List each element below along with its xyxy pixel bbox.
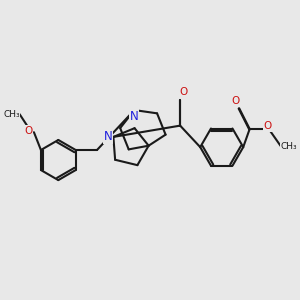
Text: CH₃: CH₃ [3,110,20,119]
Text: O: O [179,87,187,97]
Text: O: O [25,126,33,136]
Text: O: O [231,96,240,106]
Text: O: O [264,122,272,131]
Text: N: N [130,110,139,123]
Text: CH₃: CH₃ [281,142,297,151]
Text: N: N [104,130,112,143]
